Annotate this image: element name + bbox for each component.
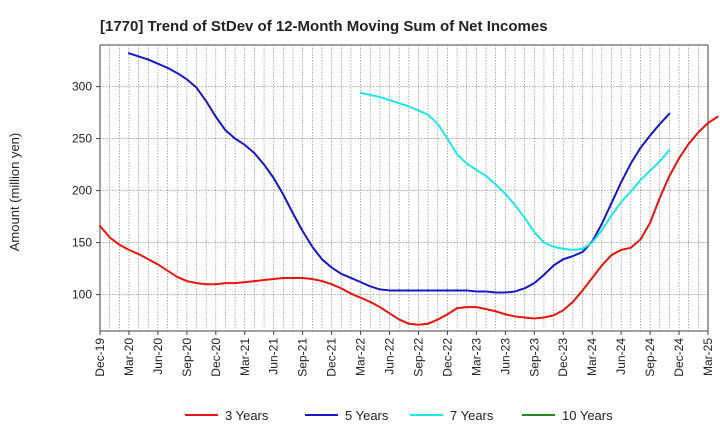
series-line-3-years [99, 115, 719, 326]
plot-border [99, 44, 709, 332]
x-tick-label: Dec-23 [556, 338, 570, 377]
x-tick-label: Sep-22 [411, 338, 425, 377]
x-tick-label: Sep-21 [296, 338, 310, 377]
x-tick-label: Sep-24 [643, 338, 657, 377]
x-tick-label: Jun-24 [614, 338, 628, 375]
x-tick-label: Jun-22 [383, 338, 397, 375]
y-tick-label: 200 [72, 184, 92, 198]
x-tick-label: Sep-20 [180, 338, 194, 377]
y-tick-label: 100 [72, 288, 92, 302]
x-tick-label: Mar-20 [122, 338, 136, 376]
x-tick-label: Sep-23 [527, 338, 541, 377]
x-tick-label: Mar-21 [238, 338, 252, 376]
series-line-5-years [127, 52, 671, 294]
x-tick-label: Dec-22 [440, 338, 454, 377]
x-tick-label: Mar-25 [701, 338, 715, 376]
x-tick-label: Dec-19 [93, 338, 107, 377]
x-tick-label: Mar-23 [469, 338, 483, 376]
y-tick-label: 300 [72, 80, 92, 94]
y-tick-label: 150 [72, 236, 92, 250]
x-tick-label: Mar-24 [585, 338, 599, 376]
x-tick-label: Dec-24 [672, 338, 686, 377]
series-line-7-years [359, 91, 671, 251]
x-tick-label: Dec-21 [325, 338, 339, 377]
legend-label: 5 Years [345, 408, 389, 423]
chart-title: [1770] Trend of StDev of 12-Month Moving… [100, 18, 548, 35]
legend: 3 Years 5 Years 7 Years 10 Years [185, 408, 613, 423]
x-tick-label: Jun-20 [151, 338, 165, 375]
plot-area: 100 150 200 250 300 Dec-19 Mar-20 Jun-20 Sep-20 D… [72, 44, 719, 377]
x-tick-label: Mar-22 [354, 338, 368, 376]
legend-label: 3 Years [225, 408, 269, 423]
x-tick-label: Dec-20 [209, 338, 223, 377]
y-axis-label: Amount (million yen) [7, 133, 22, 252]
x-tick-label: Jun-23 [498, 338, 512, 375]
legend-label: 10 Years [562, 408, 613, 423]
x-tick-label: Jun-21 [267, 338, 281, 375]
y-tick-label: 250 [72, 132, 92, 146]
legend-label: 7 Years [450, 408, 494, 423]
